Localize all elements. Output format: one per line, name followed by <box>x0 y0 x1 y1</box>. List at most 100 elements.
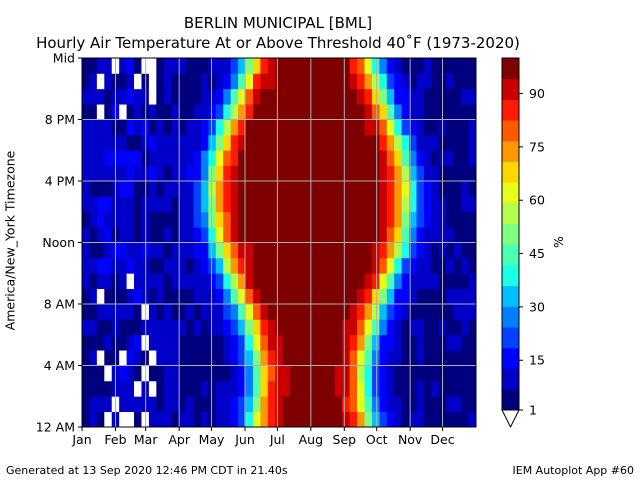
heatmap-cell <box>461 273 469 290</box>
colorbar-segment <box>502 368 519 390</box>
heatmap-cell <box>416 304 425 320</box>
heatmap-cell <box>82 396 90 413</box>
heatmap-cell <box>334 411 343 428</box>
heatmap-cell <box>260 196 269 213</box>
heatmap-cell <box>282 181 291 197</box>
heatmap-cell <box>446 150 455 167</box>
heatmap-cell <box>453 334 462 351</box>
heatmap-cell <box>171 73 180 90</box>
heatmap-cell <box>468 58 477 74</box>
heatmap-cell <box>200 165 209 182</box>
heatmap-cell <box>156 181 165 197</box>
heatmap-cell <box>327 319 336 336</box>
heatmap-cell <box>171 181 180 197</box>
heatmap-cell <box>119 73 127 90</box>
heatmap-cell <box>245 365 254 382</box>
x-tick-label: Jan <box>71 432 91 447</box>
heatmap-cell <box>461 242 469 259</box>
heatmap-cell <box>156 334 165 351</box>
heatmap-cell <box>178 319 187 336</box>
heatmap-cell <box>104 304 113 320</box>
x-tick-label: Oct <box>366 432 388 447</box>
heatmap-cell <box>223 365 232 382</box>
heatmap-cell <box>186 165 194 182</box>
heatmap-cell <box>461 396 469 413</box>
heatmap-cell <box>342 181 351 197</box>
heatmap-cell <box>468 380 477 397</box>
heatmap-cell <box>282 58 291 74</box>
heatmap-cell <box>297 380 306 397</box>
heatmap-cell <box>453 257 462 274</box>
heatmap-cell <box>252 58 261 74</box>
heatmap-cell <box>394 334 403 351</box>
heatmap-cell <box>282 411 291 428</box>
heatmap-cell <box>208 181 217 197</box>
heatmap-cell <box>215 88 224 105</box>
heatmap-cell <box>327 104 336 120</box>
heatmap-cell <box>193 58 202 74</box>
heatmap-cell <box>305 396 313 413</box>
heatmap-cell <box>446 211 455 228</box>
heatmap-cell <box>297 196 306 213</box>
heatmap-cell <box>416 150 425 167</box>
heatmap-cell <box>260 134 269 151</box>
heatmap-cell <box>357 196 365 213</box>
heatmap-cell <box>431 273 440 290</box>
heatmap-cell <box>453 73 462 90</box>
heatmap-cell <box>119 165 127 182</box>
heatmap-cell <box>275 319 284 336</box>
heatmap-cell <box>342 150 351 167</box>
heatmap-cell <box>423 165 432 182</box>
heatmap-cell <box>297 165 306 182</box>
heatmap-cell <box>245 88 254 105</box>
heatmap-cell <box>245 150 254 167</box>
heatmap-cell <box>223 150 232 167</box>
heatmap-cell <box>208 134 217 151</box>
heatmap-cell <box>312 242 321 259</box>
heatmap-cell <box>305 242 313 259</box>
heatmap-cell <box>282 211 291 228</box>
heatmap-cell <box>267 304 276 320</box>
heatmap-cell <box>312 334 321 351</box>
heatmap-cell <box>431 288 440 305</box>
heatmap-cell <box>230 319 239 336</box>
heatmap-cell <box>290 181 298 197</box>
heatmap-cell <box>215 242 224 259</box>
heatmap-cell <box>156 227 165 243</box>
heatmap-cell <box>342 58 351 74</box>
heatmap-cell <box>238 73 246 90</box>
heatmap-cell <box>394 73 403 90</box>
heatmap-cell <box>178 380 187 397</box>
heatmap-cell <box>386 88 395 105</box>
heatmap-cell <box>305 181 313 197</box>
heatmap-cell <box>275 334 284 351</box>
heatmap-cell <box>319 196 328 213</box>
heatmap-cell <box>409 181 417 197</box>
heatmap-cell <box>89 334 98 351</box>
heatmap-cell <box>96 134 105 151</box>
heatmap-cell <box>104 165 113 182</box>
heatmap-cell <box>290 88 298 105</box>
heatmap-cell <box>171 350 180 366</box>
heatmap-cell <box>297 273 306 290</box>
heatmap-cell <box>89 396 98 413</box>
heatmap-cell <box>357 304 365 320</box>
heatmap-cell <box>96 73 105 90</box>
heatmap-cell <box>171 380 180 397</box>
heatmap-cell <box>148 73 157 90</box>
heatmap-cell <box>357 380 365 397</box>
heatmap-cell <box>134 257 142 274</box>
heatmap-cell <box>409 196 417 213</box>
heatmap-cell <box>409 396 417 413</box>
heatmap-cell <box>245 273 254 290</box>
heatmap-cell <box>446 365 455 382</box>
heatmap-cell <box>200 350 209 366</box>
heatmap-cell <box>416 242 425 259</box>
heatmap-cell <box>431 227 440 243</box>
heatmap-cell <box>208 165 217 182</box>
heatmap-cell <box>401 134 410 151</box>
heatmap-cell <box>349 134 358 151</box>
heatmap-cell <box>364 350 373 366</box>
heatmap-cell <box>319 134 328 151</box>
heatmap-cell <box>267 181 276 197</box>
